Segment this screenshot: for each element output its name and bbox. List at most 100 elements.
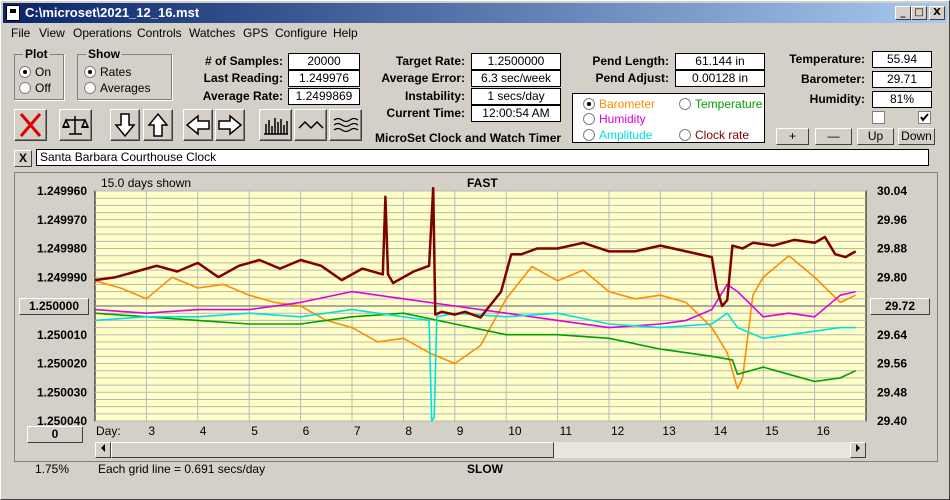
scroll-track-left[interactable] bbox=[111, 442, 554, 458]
menu-watches[interactable]: Watches bbox=[189, 26, 236, 40]
close-button[interactable]: X bbox=[929, 6, 945, 20]
scale-down-button[interactable]: Down bbox=[898, 128, 935, 145]
env-checkbox-2[interactable] bbox=[918, 111, 931, 124]
plot-on-label: On bbox=[35, 65, 52, 79]
average-rate-value: 1.2499869 bbox=[288, 88, 360, 105]
temperature-value: 55.94 bbox=[872, 51, 932, 68]
pend-length-value: 61.144 in bbox=[675, 53, 765, 70]
stop-button[interactable] bbox=[14, 109, 47, 141]
legend-amplitude-radio[interactable]: Amplitude bbox=[583, 128, 652, 142]
x-tick-label: 8 bbox=[405, 424, 412, 438]
minimize-button[interactable]: _ bbox=[895, 6, 911, 20]
x-tick-label: 10 bbox=[508, 424, 522, 438]
series-lines bbox=[94, 186, 857, 422]
slow-label: SLOW bbox=[467, 462, 503, 476]
plot-off-radio[interactable]: Off bbox=[19, 81, 51, 95]
arrow-up-button[interactable] bbox=[143, 109, 173, 141]
y-left-tick-label: 1.249980 bbox=[37, 242, 87, 256]
legend-clock-rate-radio[interactable]: Clock rate bbox=[679, 128, 749, 142]
scale-minus-button[interactable]: — bbox=[815, 128, 852, 145]
current-time-label: Current Time: bbox=[386, 106, 465, 120]
menu-help[interactable]: Help bbox=[333, 26, 358, 40]
show-group: Show Rates Averages bbox=[77, 47, 172, 100]
title-bar[interactable]: C:\microset\2021_12_16.mst _ □ X bbox=[3, 3, 947, 23]
target-rate-value: 1.2500000 bbox=[471, 53, 561, 70]
last-reading-value: 1.249976 bbox=[288, 70, 360, 87]
fast-label: FAST bbox=[467, 176, 498, 190]
clear-name-button[interactable]: X bbox=[14, 150, 32, 167]
plot-caption: Plot bbox=[23, 47, 50, 61]
grid-note-label: Each grid line = 0.691 secs/day bbox=[98, 462, 266, 476]
menu-operations[interactable]: Operations bbox=[73, 26, 132, 40]
radio-dot bbox=[19, 82, 31, 94]
legend-barometer-label: Barometer bbox=[599, 97, 656, 111]
y-left-tick-label: 1.249960 bbox=[37, 184, 87, 198]
x-tick-label: 15 bbox=[765, 424, 779, 438]
average-error-label: Average Error: bbox=[381, 71, 465, 85]
arrow-right-icon bbox=[218, 114, 243, 136]
menu-controls[interactable]: Controls bbox=[137, 26, 182, 40]
wave-button[interactable] bbox=[294, 109, 327, 141]
y-left-tick-label: 1.250030 bbox=[37, 385, 87, 399]
scroll-right-arrow[interactable] bbox=[850, 442, 866, 458]
barometer-label: Barometer: bbox=[800, 72, 865, 86]
restore-button[interactable]: □ bbox=[911, 6, 927, 20]
arrow-up-icon bbox=[147, 112, 169, 137]
window-title: C:\microset\2021_12_16.mst bbox=[25, 5, 200, 20]
average-rate-label: Average Rate: bbox=[202, 89, 283, 103]
target-rate-label: Target Rate: bbox=[395, 54, 465, 68]
show-averages-radio[interactable]: Averages bbox=[84, 81, 150, 95]
y-left-tick-label: 1.250020 bbox=[37, 357, 87, 371]
x-tick-label: 5 bbox=[251, 424, 258, 438]
humidity-value: 81% bbox=[872, 91, 932, 108]
amplitude-series bbox=[94, 308, 856, 422]
days-shown-label: 15.0 days shown bbox=[101, 176, 192, 190]
chart-scrollbar[interactable] bbox=[95, 442, 866, 458]
clock-name-field[interactable]: Santa Barbara Courthouse Clock bbox=[36, 149, 929, 166]
radio-dot-on bbox=[583, 98, 595, 110]
legend-humidity-radio[interactable]: Humidity bbox=[583, 112, 646, 126]
menu-view[interactable]: View bbox=[39, 26, 65, 40]
x-offset-button[interactable]: 0 bbox=[27, 426, 83, 443]
histogram-button[interactable] bbox=[259, 109, 292, 141]
scroll-left-arrow[interactable] bbox=[95, 442, 111, 458]
samples-label: # of Samples: bbox=[204, 54, 283, 68]
pend-adjust-label: Pend Adjust: bbox=[595, 71, 669, 85]
balance-button[interactable] bbox=[59, 109, 92, 141]
radio-dot-on bbox=[19, 66, 31, 78]
scale-plus-button[interactable]: + bbox=[776, 128, 809, 145]
plot-on-radio[interactable]: On bbox=[19, 65, 51, 79]
wave-icon bbox=[298, 120, 324, 130]
current-time-value: 12:00:54 AM bbox=[471, 105, 561, 122]
clock-rate-series bbox=[94, 186, 857, 319]
arrow-down-button[interactable] bbox=[110, 109, 140, 141]
menu-configure[interactable]: Configure bbox=[275, 26, 328, 40]
left-reference-button[interactable]: 1.250000 bbox=[19, 298, 89, 315]
right-reference-button[interactable]: 29.72 bbox=[870, 298, 930, 315]
scale-up-button[interactable]: Up bbox=[857, 128, 894, 145]
app-icon[interactable] bbox=[6, 5, 20, 21]
legend-barometer-radio[interactable]: Barometer bbox=[583, 97, 655, 111]
show-rates-radio[interactable]: Rates bbox=[84, 65, 131, 79]
samples-value: 20000 bbox=[288, 53, 360, 70]
balance-scale-icon bbox=[61, 116, 90, 135]
x-tick-label: 12 bbox=[611, 424, 625, 438]
x-tick-label: 3 bbox=[148, 424, 155, 438]
multi-wave-button[interactable] bbox=[329, 109, 362, 141]
y-right-tick-label: 29.80 bbox=[877, 270, 907, 284]
env-checkbox-1[interactable] bbox=[872, 111, 885, 124]
arrow-right-button[interactable] bbox=[215, 109, 245, 141]
y-left-tick-label: 1.249970 bbox=[37, 213, 87, 227]
menu-gps[interactable]: GPS bbox=[243, 26, 269, 40]
legend-temperature-radio[interactable]: Temperature bbox=[679, 97, 762, 111]
app-name: MicroSet Clock and Watch Timer bbox=[375, 131, 562, 145]
barometer-series bbox=[94, 254, 857, 390]
humidity-series bbox=[94, 283, 856, 329]
legend-amplitude-label: Amplitude bbox=[599, 128, 653, 142]
y-right-tick-label: 29.48 bbox=[877, 385, 907, 399]
x-tick-label: 13 bbox=[662, 424, 676, 438]
arrow-left-button[interactable] bbox=[183, 109, 213, 141]
menu-file[interactable]: File bbox=[11, 26, 31, 40]
